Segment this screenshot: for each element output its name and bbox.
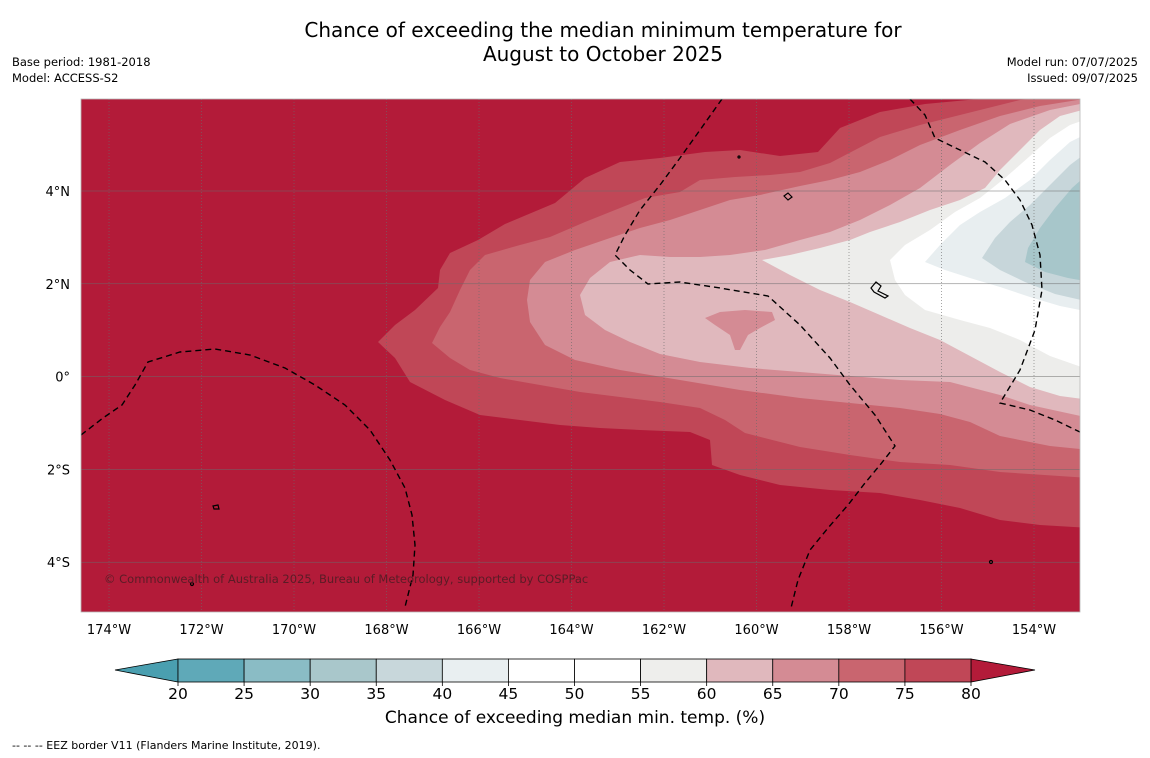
- map-frame: [80, 98, 1081, 613]
- map-area[interactable]: [81, 85, 1090, 612]
- issued-text: Issued: 09/07/2025: [1027, 71, 1138, 85]
- model-run-text: Model run: 07/07/2025: [1006, 55, 1138, 69]
- eez-border-east: [909, 99, 1080, 433]
- longitude-tick-label: 162°W: [642, 623, 686, 638]
- island-6: [737, 155, 741, 159]
- longitude-tick-label: 158°W: [827, 623, 871, 638]
- longitude-tick-label: 172°W: [179, 623, 223, 638]
- colorbar-segment: [441, 658, 509, 683]
- colorbar-over-arrow: [970, 658, 1036, 683]
- colorbar-tick-label: 30: [300, 685, 320, 703]
- eez-border-north: [614, 99, 896, 609]
- footnote-eez: -- -- -- EEZ border V11 (Flanders Marine…: [12, 739, 321, 752]
- colorbar-tick-label: 75: [895, 685, 915, 703]
- eez-borders: [81, 99, 1080, 609]
- colorbar: 20 25 30 35 40 45 50 55 60 65 70 75 80: [114, 658, 1036, 703]
- colorbar-under-arrow: [114, 658, 179, 683]
- island-1: [783, 192, 793, 201]
- colorbar-tick-label: 45: [499, 685, 519, 703]
- contour-30: [1025, 180, 1080, 281]
- colorbar-label: Chance of exceeding median min. temp. (%…: [384, 708, 766, 728]
- colorbar-tick-label: 25: [234, 685, 254, 703]
- eez-border-west: [81, 348, 416, 608]
- colorbar-tick-label: 65: [763, 685, 783, 703]
- copyright-notice: © Commonwealth of Australia 2025, Bureau…: [104, 572, 588, 586]
- latitude-tick-label: 2°N: [46, 278, 71, 293]
- colorbar-segment: [574, 658, 641, 683]
- colorbar-tick-label: 80: [961, 685, 981, 703]
- colorbar-tick-label: 50: [565, 685, 585, 703]
- colorbar-ticks: 20 25 30 35 40 45 50 55 60 65 70 75 80: [168, 682, 981, 703]
- longitude-tick-label: 174°W: [87, 623, 131, 638]
- map-title: Chance of exceeding the median minimum t…: [0, 18, 1150, 66]
- colorbar-segments: [177, 658, 972, 683]
- longitude-tick-label: 164°W: [549, 623, 593, 638]
- island-outlines: [189, 155, 994, 587]
- contour-65-patch: [705, 310, 775, 350]
- island-5: [988, 559, 994, 565]
- colorbar-segment: [177, 658, 245, 683]
- longitude-ticks: 174°W 172°W 170°W 168°W 166°W 164°W 162°W 160°W…: [87, 623, 1056, 638]
- longitude-tick-label: 170°W: [272, 623, 316, 638]
- colorbar-segment: [508, 658, 575, 683]
- latitude-tick-label: 4°N: [46, 185, 71, 200]
- colorbar-segment: [838, 658, 906, 683]
- longitude-tick-label: 156°W: [919, 623, 963, 638]
- base-period-text: Base period: 1981-2018: [12, 55, 151, 69]
- latitude-tick-label: 4°S: [47, 556, 70, 571]
- longitude-tick-label: 168°W: [364, 623, 408, 638]
- gridlines: [81, 99, 1080, 612]
- longitude-tick-label: 154°W: [1012, 623, 1056, 638]
- colorbar-tick-label: 20: [168, 685, 188, 703]
- meta-left: Base period: 1981-2018 Model: ACCESS-S2: [12, 54, 151, 86]
- colorbar-segment: [904, 658, 972, 683]
- model-text: Model: ACCESS-S2: [12, 71, 119, 85]
- colorbar-tick-label: 55: [631, 685, 651, 703]
- island-4: [189, 581, 195, 587]
- longitude-tick-label: 160°W: [734, 623, 778, 638]
- island-2: [870, 281, 890, 299]
- island-3: [212, 504, 220, 510]
- latitude-tick-label: 2°S: [47, 463, 70, 478]
- colorbar-tick-label: 70: [829, 685, 849, 703]
- colorbar-segment: [706, 658, 774, 683]
- title-line-2: August to October 2025: [482, 42, 724, 66]
- colorbar-tick-label: 40: [432, 685, 452, 703]
- colorbar-tick-label: 35: [366, 685, 386, 703]
- colorbar-segment: [375, 658, 443, 683]
- latitude-tick-label: 0°: [55, 371, 70, 386]
- longitude-tick-label: 166°W: [457, 623, 501, 638]
- colorbar-segment: [309, 658, 377, 683]
- colorbar-segment: [772, 658, 840, 683]
- colorbar-segment: [640, 658, 708, 683]
- colorbar-segment: [243, 658, 311, 683]
- latitude-ticks: 4°N 2°N 0° 2°S 4°S: [46, 185, 71, 571]
- title-line-1: Chance of exceeding the median minimum t…: [304, 18, 902, 42]
- colorbar-tick-label: 60: [697, 685, 717, 703]
- meta-right: Model run: 07/07/2025 Issued: 09/07/2025: [1007, 54, 1138, 86]
